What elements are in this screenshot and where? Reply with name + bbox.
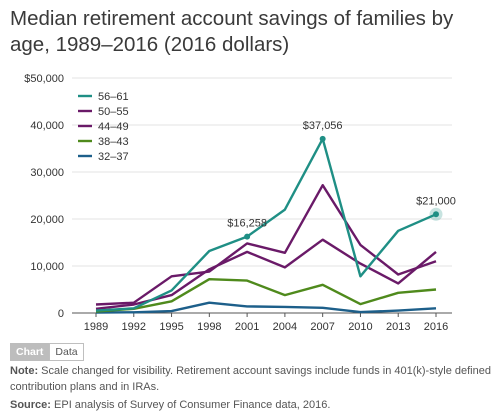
data-label: $16,258 bbox=[227, 218, 267, 230]
legend-label: 32–37 bbox=[98, 151, 129, 163]
y-tick-label: 0 bbox=[58, 308, 64, 320]
tab-chart[interactable]: Chart bbox=[10, 343, 50, 361]
data-label: $37,056 bbox=[303, 120, 343, 132]
source-text: EPI analysis of Survey of Consumer Finan… bbox=[50, 399, 331, 411]
x-tick-label: 2010 bbox=[348, 321, 372, 333]
series-line-32–37 bbox=[95, 301, 437, 314]
annotated-point bbox=[319, 135, 326, 142]
annotated-point bbox=[244, 233, 251, 240]
x-tick-label: 2013 bbox=[386, 321, 410, 333]
view-tabs: Chart Data bbox=[10, 343, 84, 361]
series-line-44–49 bbox=[95, 238, 437, 310]
y-tick-label: 40,000 bbox=[30, 120, 64, 132]
series-line-50–55 bbox=[95, 183, 437, 306]
series-line-38–43 bbox=[95, 278, 437, 313]
chart-note: Note: Scale changed for visibility. Reti… bbox=[10, 364, 495, 395]
x-tick-label: 2007 bbox=[310, 321, 334, 333]
x-tick-label: 1989 bbox=[84, 321, 108, 333]
x-tick-label: 1998 bbox=[197, 321, 221, 333]
chart-source: Source: EPI analysis of Survey of Consum… bbox=[10, 398, 495, 413]
legend-label: 38–43 bbox=[98, 136, 129, 148]
legend-label: 44–49 bbox=[98, 121, 129, 133]
data-label: $21,000 bbox=[416, 195, 456, 207]
legend-label: 50–55 bbox=[98, 106, 129, 118]
annotated-point bbox=[433, 211, 439, 218]
highlight-halo bbox=[429, 207, 443, 221]
series-line-56–61 bbox=[95, 137, 437, 312]
tab-data[interactable]: Data bbox=[49, 343, 84, 361]
y-tick-label: 10,000 bbox=[30, 261, 64, 273]
note-label: Note: bbox=[10, 365, 39, 377]
legend-label: 56–61 bbox=[98, 91, 129, 103]
x-tick-label: 2016 bbox=[424, 321, 448, 333]
x-tick-label: 1992 bbox=[122, 321, 146, 333]
y-tick-label: $50,000 bbox=[24, 73, 64, 85]
x-tick-label: 1995 bbox=[159, 321, 183, 333]
note-text: Scale changed for visibility. Retirement… bbox=[10, 365, 491, 393]
chart-title: Median retirement account savings of fam… bbox=[10, 7, 454, 56]
source-label: Source: bbox=[10, 399, 51, 411]
line-chart: 0 10,000 20,000 30,000 40,000 $50,000 1989 1992… bbox=[24, 73, 456, 333]
x-tick-label: 2001 bbox=[235, 321, 259, 333]
x-tick-label: 2004 bbox=[273, 321, 297, 333]
y-tick-label: 20,000 bbox=[30, 214, 64, 226]
y-tick-label: 30,000 bbox=[30, 167, 64, 179]
